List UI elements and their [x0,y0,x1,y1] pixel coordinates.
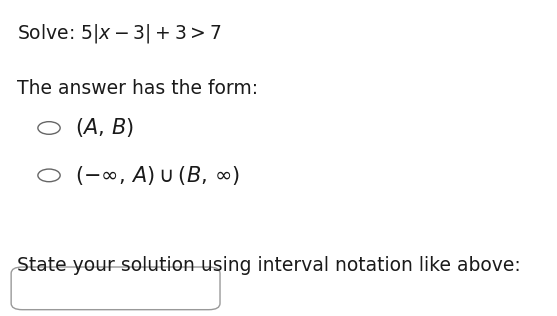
Text: $(-\infty,\, A) \cup (B,\, \infty)$: $(-\infty,\, A) \cup (B,\, \infty)$ [75,164,241,187]
Text: $(A,\, B)$: $(A,\, B)$ [75,117,134,139]
Text: Solve: $5|x - 3| + 3 > 7$: Solve: $5|x - 3| + 3 > 7$ [17,22,221,45]
Text: The answer has the form:: The answer has the form: [17,79,258,98]
FancyBboxPatch shape [11,267,220,310]
Text: State your solution using interval notation like above:: State your solution using interval notat… [17,256,520,275]
